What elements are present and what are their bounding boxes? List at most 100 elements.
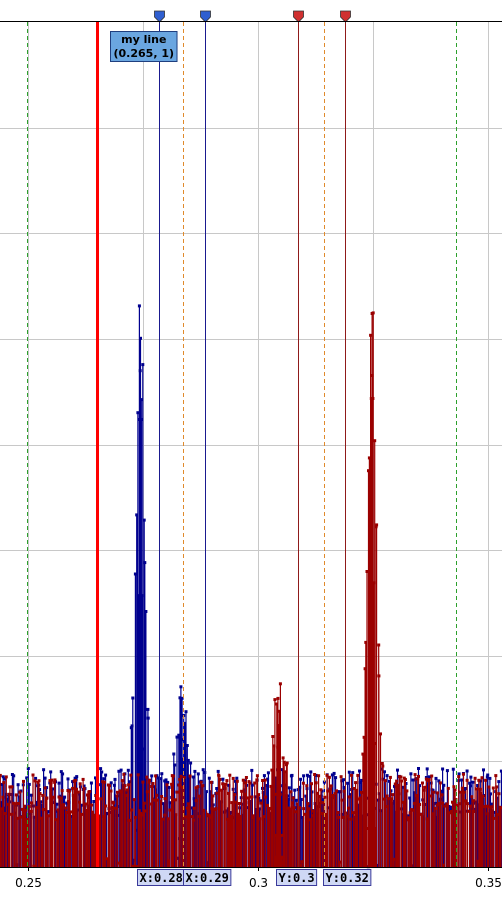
series-0-point (490, 803, 493, 806)
series-1-point (284, 770, 287, 773)
series-1-point (51, 796, 54, 799)
series-1-point (236, 780, 239, 783)
series-1-point (364, 641, 367, 644)
series-0-point (168, 786, 171, 789)
series-1-point (67, 800, 70, 803)
series-1-point (337, 811, 340, 814)
series-1-point (269, 785, 272, 788)
series-0-point (49, 770, 52, 773)
series-1-point (80, 813, 83, 816)
series-1-point (108, 784, 111, 787)
series-0-point (471, 781, 474, 784)
series-1-point (432, 812, 435, 815)
series-0-point (67, 777, 70, 780)
series-1-point (430, 775, 433, 778)
series-1-point (253, 782, 256, 785)
series-1-point (377, 644, 380, 647)
series-1-point (59, 797, 62, 800)
series-1-point (330, 784, 333, 787)
series-1-point (497, 792, 500, 795)
series-0-point (44, 777, 47, 780)
series-1-point (126, 788, 129, 791)
series-1-point (271, 735, 274, 738)
series-1-point (218, 775, 221, 778)
series-1-point (452, 785, 455, 788)
series-1-peak-point (372, 581, 375, 584)
series-0-point (189, 762, 192, 765)
series-1-point (16, 817, 19, 820)
series-0-point (147, 717, 150, 720)
series-0-point (458, 772, 461, 775)
series-0-point (291, 774, 294, 777)
series-1-point (221, 782, 224, 785)
series-0-point (138, 304, 141, 307)
series-1-peak-point (371, 397, 374, 400)
series-1-point (145, 776, 148, 779)
series-1-point (476, 860, 479, 863)
cursor-label-3[interactable]: Y:0.32 (324, 870, 371, 886)
series-1-point (187, 805, 190, 808)
series-1-point (86, 794, 89, 797)
series-0-point (120, 769, 123, 772)
series-0-point (131, 697, 134, 700)
series-1-point (78, 801, 81, 804)
series-1-point (310, 782, 313, 785)
series-1-point (44, 786, 47, 789)
series-1-point (161, 818, 164, 821)
series-1-point (174, 798, 177, 801)
series-1-point (275, 703, 278, 706)
series-0-point (160, 772, 163, 775)
series-1-point (474, 777, 477, 780)
series-1-point (8, 793, 11, 796)
series-0-point (177, 734, 180, 737)
series-1-point (470, 795, 473, 798)
series-1-point (276, 697, 279, 700)
series-1-point (486, 805, 489, 808)
series-1-point (252, 814, 255, 817)
series-1-point (261, 779, 264, 782)
series-1-point (305, 784, 308, 787)
series-0-point (30, 794, 33, 797)
series-0-point (12, 774, 15, 777)
series-1-point (426, 817, 429, 820)
series-0-point (267, 771, 270, 774)
cursor-label-2[interactable]: Y:0.3 (277, 870, 317, 886)
series-1-point (407, 818, 410, 821)
cursor-label-1[interactable]: X:0.29 (184, 870, 231, 886)
series-1-point (13, 802, 16, 805)
series-0-point (408, 797, 411, 800)
series-0-point (488, 777, 491, 780)
series-1-point (176, 791, 179, 794)
series-0-point (308, 775, 311, 778)
series-1-point (235, 801, 238, 804)
series-1-point (121, 779, 124, 782)
series-1-point (360, 791, 363, 794)
series-1-point (397, 784, 400, 787)
series-0-point (113, 784, 116, 787)
series-1-point (150, 785, 153, 788)
series-1-point (196, 785, 199, 788)
series-1-point (323, 796, 326, 799)
series-1-point (198, 795, 201, 798)
cursor-label-0[interactable]: X:0.28 (138, 870, 185, 886)
series-1-point (379, 732, 382, 735)
series-0-point (144, 610, 147, 613)
series-1-point (0, 774, 2, 777)
series-1-point (329, 788, 332, 791)
series-0-point (386, 774, 389, 777)
series-0-point (346, 782, 349, 785)
series-1-peak-point (371, 312, 374, 315)
series-0-point (215, 787, 218, 790)
series-0-point (348, 771, 351, 774)
series-1-point (226, 818, 229, 821)
series-1-point (110, 790, 113, 793)
series-0-point (333, 772, 336, 775)
series-1-point (22, 780, 25, 783)
series-1-point (232, 777, 235, 780)
series-1-point (484, 779, 487, 782)
series-1-point (150, 803, 153, 806)
series-1-point (299, 864, 302, 867)
series-1-point (103, 781, 106, 784)
series-1-point (486, 812, 489, 815)
series-0-point (409, 772, 412, 775)
